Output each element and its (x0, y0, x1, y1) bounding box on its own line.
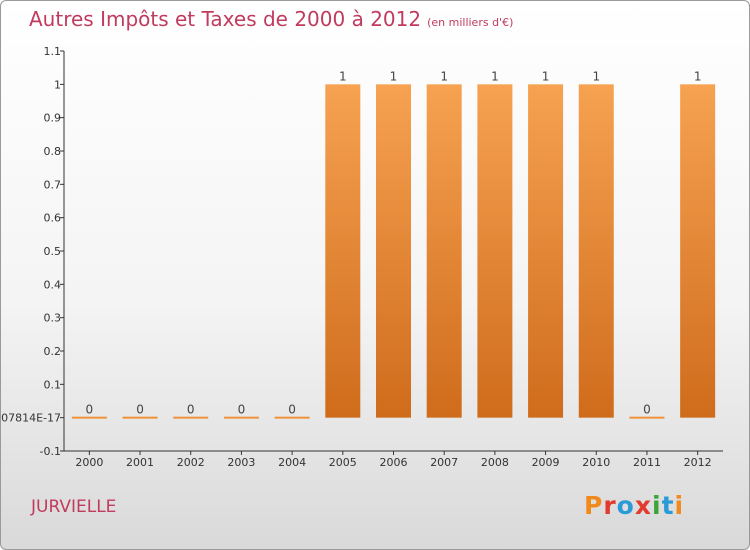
x-tick-label: 2012 (684, 456, 712, 469)
bar (274, 416, 310, 419)
x-tick-label: 2007 (430, 456, 458, 469)
y-tick-label: 0.1 (44, 378, 62, 391)
x-tick-label: 2002 (177, 456, 205, 469)
bar (426, 84, 462, 418)
y-tick-label: 0.9 (44, 112, 62, 125)
data-label: 1 (440, 69, 448, 83)
logo-letter: r (603, 491, 617, 520)
commune-name: JURVIELLE (31, 497, 117, 517)
data-label: 1 (694, 69, 702, 83)
bar (173, 416, 209, 419)
chart-title-unit: (en milliers d'€) (427, 16, 514, 29)
x-tick-label: 2010 (582, 456, 610, 469)
data-label: 0 (288, 403, 296, 417)
y-tick-label: 0.4 (44, 278, 62, 291)
bar (122, 416, 158, 419)
bar (71, 416, 107, 419)
x-tick-label: 2005 (329, 456, 357, 469)
y-tick-label: 0.7 (44, 178, 62, 191)
data-label: 0 (187, 403, 195, 417)
bar (477, 84, 513, 418)
proxiti-logo: Proxiti (584, 491, 684, 520)
data-label: 0 (86, 403, 94, 417)
x-tick-label: 2009 (532, 456, 560, 469)
logo-letter: P (584, 491, 604, 520)
y-tick-label: 0.3 (44, 312, 62, 325)
bar (376, 84, 411, 418)
y-tick-label: 0.6 (44, 212, 62, 225)
bar (578, 84, 614, 418)
logo-letter: t (661, 491, 675, 520)
logo-letter: i (652, 491, 662, 520)
data-label: 1 (390, 69, 398, 83)
bar (629, 416, 665, 419)
chart-title: Autres Impôts et Taxes de 2000 à 2012 (en… (29, 7, 513, 31)
logo-letter: i (674, 491, 685, 520)
data-label: 1 (542, 69, 550, 83)
y-tick-label: 307814E-17 (1, 412, 61, 425)
y-tick-label: 0.8 (44, 145, 62, 158)
x-tick-label: 2006 (380, 456, 408, 469)
bar (680, 84, 716, 418)
x-tick-label: 2004 (278, 456, 306, 469)
data-label: 1 (491, 69, 499, 83)
x-tick-label: 2003 (227, 456, 255, 469)
data-label: 1 (592, 69, 600, 83)
logo-letter: x (634, 491, 652, 520)
bar (325, 84, 361, 418)
x-tick-label: 2001 (126, 456, 154, 469)
data-label: 0 (136, 403, 144, 417)
chart-title-text: Autres Impôts et Taxes de 2000 à 2012 (29, 7, 422, 31)
y-tick-label: 0.5 (44, 245, 62, 258)
x-tick-label: 2008 (481, 456, 509, 469)
logo-letter: o (616, 491, 635, 520)
x-tick-label: 2000 (75, 456, 103, 469)
y-tick-label: 1.1 (44, 45, 62, 58)
data-label: 1 (339, 69, 347, 83)
y-tick-label: 1 (54, 78, 61, 91)
data-label: 0 (238, 403, 246, 417)
data-label: 0 (643, 403, 651, 417)
y-tick-label: -0.1 (40, 445, 61, 458)
y-tick-label: 0.2 (44, 345, 62, 358)
bar (223, 416, 259, 419)
bar (528, 84, 564, 418)
x-tick-label: 2011 (633, 456, 661, 469)
